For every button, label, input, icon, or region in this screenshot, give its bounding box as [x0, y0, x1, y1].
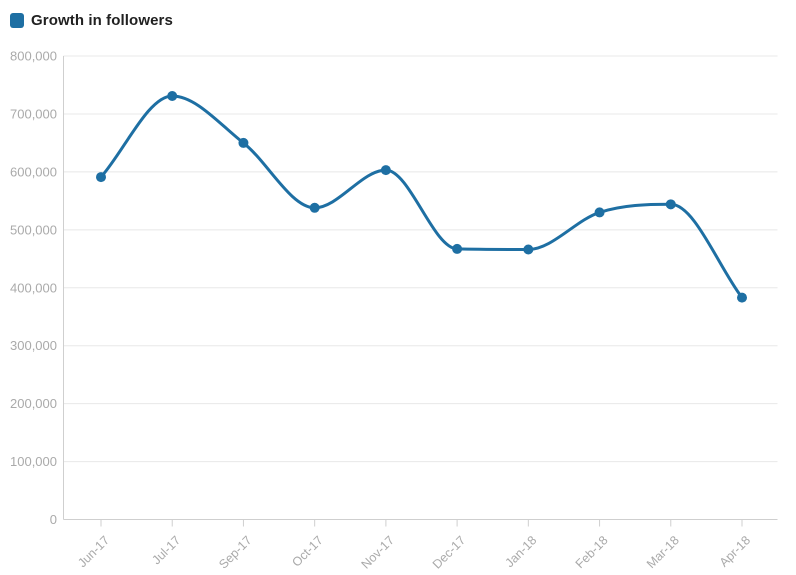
data-point-feb-18[interactable] [594, 207, 605, 218]
x-axis-label: Apr-18 [717, 533, 753, 569]
data-point-jan-18[interactable] [523, 244, 534, 255]
x-axis-label: Jan-18 [503, 533, 540, 570]
x-axis-label: Oct-17 [289, 533, 325, 569]
series-line [99, 94, 744, 300]
y-axis-label: 200,000 [10, 396, 57, 411]
data-point-apr-18[interactable] [737, 292, 747, 303]
x-axis-label: Jul-17 [149, 533, 183, 567]
y-axis-label: 0 [50, 512, 57, 527]
legend-item-growth-in-followers[interactable]: Growth in followers [10, 12, 173, 29]
x-axis-label: Sep-17 [216, 533, 254, 571]
data-point-nov-17[interactable] [380, 165, 391, 176]
data-point-jun-17[interactable] [96, 172, 106, 183]
x-axis-label: Feb-18 [573, 533, 611, 571]
y-axis-label: 500,000 [10, 222, 57, 237]
legend-label: Growth in followers [31, 12, 173, 29]
x-axis-label: Mar-18 [644, 533, 682, 571]
x-axis-label: Nov-17 [359, 533, 397, 571]
y-axis-label: 300,000 [10, 338, 57, 353]
data-point-jul-17[interactable] [167, 90, 178, 101]
x-axis-label: Jun-17 [75, 533, 112, 570]
legend-swatch-icon [10, 13, 24, 28]
data-point-oct-17[interactable] [309, 202, 320, 213]
y-axis-label: 700,000 [10, 106, 57, 121]
data-point-mar-18[interactable] [665, 199, 676, 210]
legend: Growth in followers [10, 12, 173, 29]
x-axis-label: Dec-17 [430, 533, 468, 571]
y-axis-label: 100,000 [10, 454, 57, 469]
y-axis-label: 800,000 [10, 49, 57, 64]
data-point-dec-17[interactable] [452, 243, 463, 254]
y-axis-label: 400,000 [10, 280, 57, 295]
data-point-sep-17[interactable] [238, 137, 249, 148]
y-axis-label: 600,000 [10, 164, 57, 179]
